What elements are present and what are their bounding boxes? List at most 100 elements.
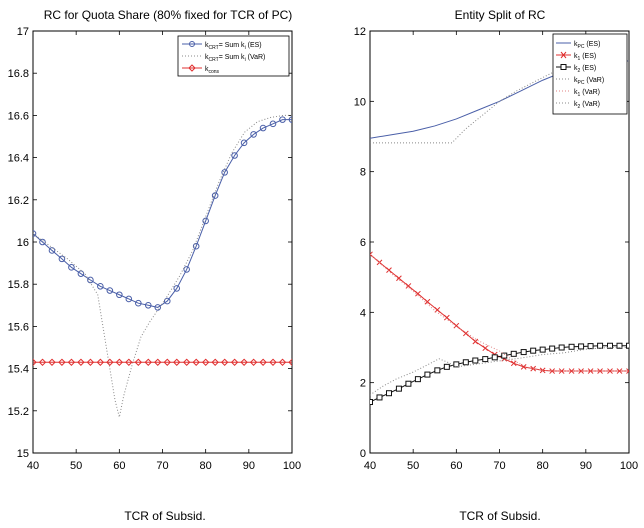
legend-right-kpc-es-label: kPC (ES) [574,41,600,50]
right-point [501,352,508,359]
left-ytick-label: 15.8 [8,279,29,291]
left-point [278,358,287,366]
left-point [48,247,56,254]
left-ytick-label: 16.4 [8,153,29,165]
left-point [269,120,277,128]
right-point [597,342,604,349]
left-point [58,358,66,366]
right-xtick-label: 80 [537,460,549,472]
left-point [279,116,286,123]
legend-left-var-label: kCRT= Sum ki (VaR) [205,54,265,63]
right-point [405,283,412,289]
right-point [626,368,629,374]
left-point [154,358,162,366]
left-point [77,358,85,366]
right-point [578,343,585,350]
chart-right-legend: kPC (ES) k1 (ES) k2 (ES) kPC (VaR) k1 (V… [552,33,628,115]
left-point [33,358,37,366]
legend-left-es-label: kCRT= Sum ki (ES) [205,42,262,51]
legend-left-cons-label: kcons [205,66,220,75]
left-point [86,358,95,366]
right-series-5 [370,347,629,396]
left-ytick-label: 17 [17,26,29,38]
right-point [376,394,383,401]
right-point [395,385,402,392]
left-series-0 [33,116,292,311]
left-point [135,299,142,307]
chart-left-xlabel: TCR of Subsid. [124,509,205,523]
right-point [558,368,565,374]
right-ytick-label: 4 [360,307,366,319]
legend-right-k2-es-label: k2 (ES) [574,65,596,74]
left-point [163,297,171,305]
left-point [163,358,171,366]
right-point [370,399,373,406]
left-xtick-label: 80 [200,460,212,472]
left-point [288,116,292,123]
left-xtick-label: 50 [70,460,82,472]
left-point [125,295,133,303]
right-series-2 [370,342,629,406]
left-series-0-line [33,119,292,308]
legend-right-k2-var: k2 (VaR) [556,101,600,110]
left-point [33,230,37,237]
legend-right-k1-es: k1 (ES) [556,51,596,62]
right-point [607,342,614,349]
left-xtick-label: 100 [283,460,301,472]
left-point [115,358,124,366]
legend-right-k2-var-label: k2 (VaR) [574,101,600,110]
legend-left-cons: kcons [182,64,220,75]
legend-left-es: kCRT= Sum ki (ES) [182,41,262,51]
right-ytick-label: 8 [360,167,366,179]
right-series-5-line [370,347,629,396]
right-point [539,346,546,353]
legend-right-k2-es: k2 (ES) [556,64,596,74]
legend-right-k1-var: k1 (VaR) [556,89,600,98]
right-point [549,345,556,352]
right-point [415,290,421,297]
left-point [134,358,143,366]
left-point [154,304,162,311]
right-point [587,343,594,350]
chart-left-legend: kCRT= Sum ki (ES) kCRT= Sum ki (VaR) kco… [177,35,290,77]
left-point [220,358,229,366]
left-point [58,255,66,263]
legend-right-kpc-es: kPC (ES) [556,41,600,50]
right-point [491,354,498,361]
right-point [607,368,613,374]
chart-right-title: Entity Split of RC [455,8,546,22]
left-point [221,169,228,176]
chart-left-plot-area [32,30,293,454]
left-ytick-label: 15.4 [8,364,29,376]
left-ytick-label: 15 [17,448,29,460]
left-point [183,266,190,273]
left-point [68,264,75,271]
right-point [520,363,527,370]
left-point [96,358,105,366]
right-point [482,345,489,352]
right-point [472,357,479,364]
left-point [250,131,257,138]
right-point [510,350,517,357]
right-point [482,356,489,363]
right-point [424,371,431,378]
legend-right-kpc-var: kPC (VaR) [556,77,604,86]
left-ytick-label: 16 [17,237,29,249]
right-point [405,380,412,387]
right-point [578,368,584,374]
left-point [259,124,267,132]
right-point [370,251,373,258]
right-point [385,390,392,397]
chart-right: Entity Split of RC 40 50 60 70 80 90 100 0 2 4 6 8 1… [354,8,638,523]
legend-right-kpc-var-label: kPC (VaR) [574,77,604,86]
chart-left-title: RC for Quota Share (80% fixed for TCR of… [44,8,293,22]
left-point [125,358,133,366]
right-ytick-label: 2 [360,378,366,390]
right-xtick-label: 70 [493,460,505,472]
left-point [231,152,238,159]
left-point [67,358,76,366]
right-point [462,330,469,337]
left-point [288,358,292,366]
left-point [106,287,114,294]
legend-right-k1-es-label: k1 (ES) [574,53,596,62]
